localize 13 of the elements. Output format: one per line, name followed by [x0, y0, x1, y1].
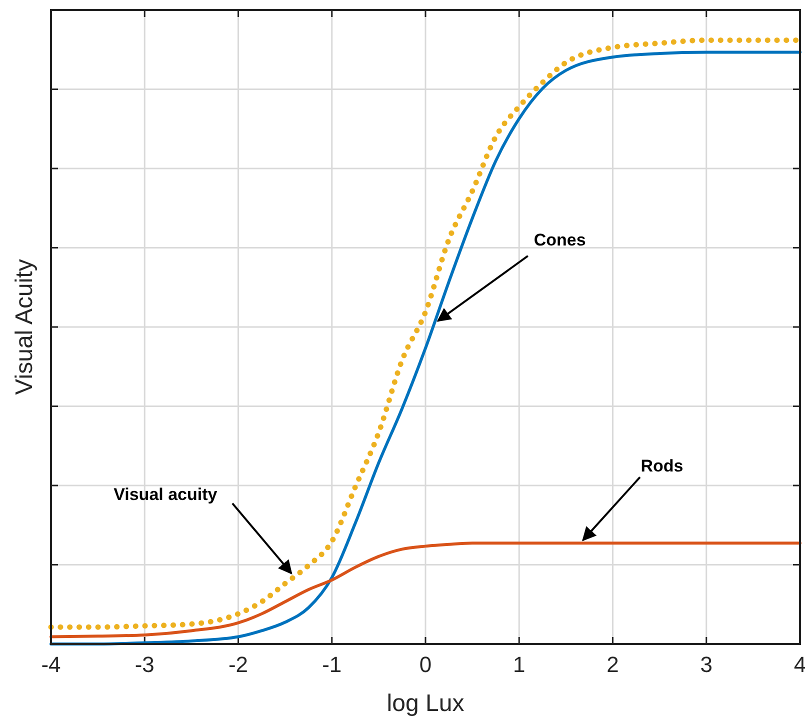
x-axis-title: log Lux — [386, 690, 464, 717]
annotation: Visual acuity — [114, 484, 218, 504]
x-tick-label: 2 — [606, 652, 619, 677]
x-tick-label: 3 — [700, 652, 712, 677]
annotation: Rods — [640, 456, 684, 476]
x-tick-label: -2 — [228, 652, 248, 677]
x-tick-label: -1 — [322, 652, 342, 677]
x-tick-label: -3 — [134, 652, 154, 677]
annotation: Cones — [534, 230, 586, 250]
x-tick-label: 1 — [513, 652, 526, 677]
x-tick-label: 0 — [419, 652, 432, 677]
x-tick-label: -4 — [41, 652, 61, 677]
y-axis-title: Visual Acuity — [11, 259, 38, 395]
